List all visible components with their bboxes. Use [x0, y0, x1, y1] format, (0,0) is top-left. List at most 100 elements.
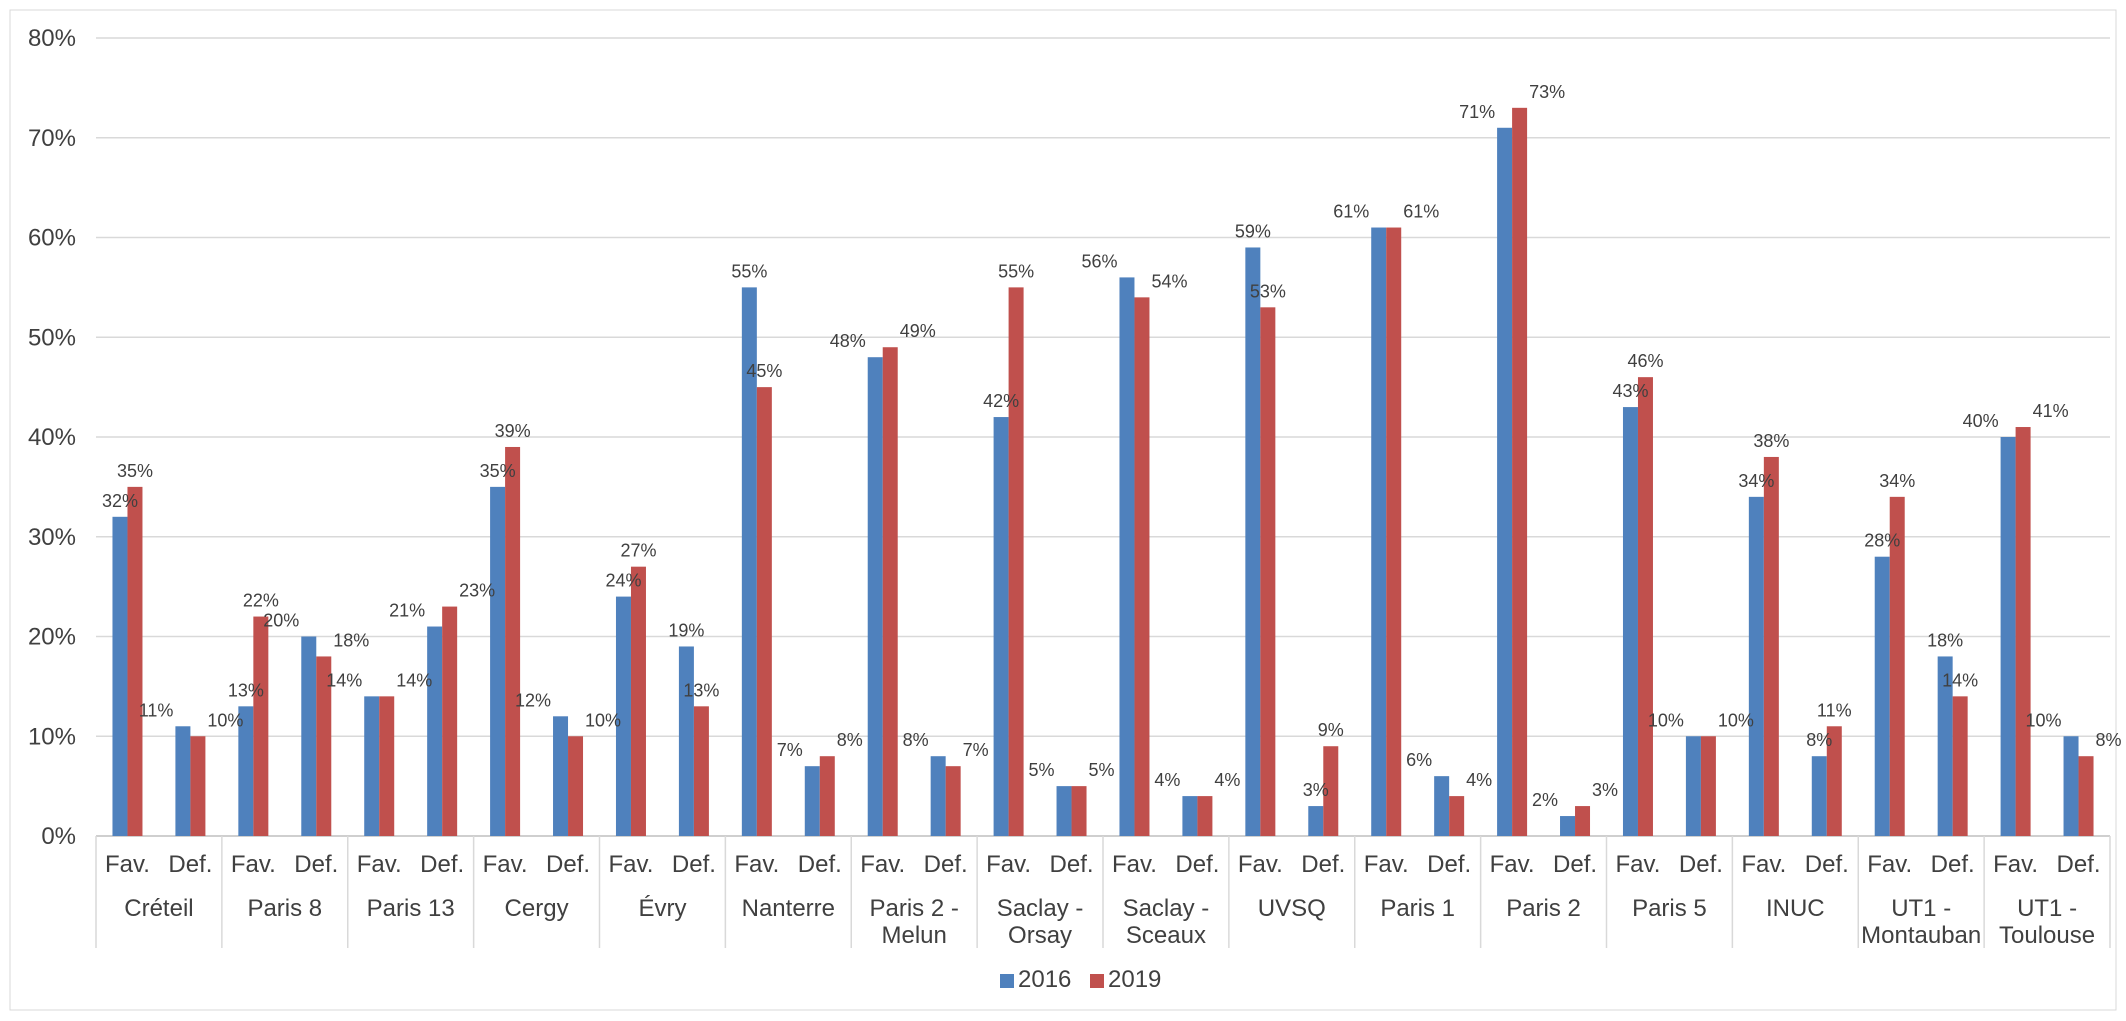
data-label-2019: 8% — [2096, 730, 2122, 750]
data-label-2016: 28% — [1864, 531, 1900, 551]
data-label-2016: 24% — [605, 571, 641, 591]
x-group-label: Paris 5 — [1632, 895, 1707, 922]
bar-2016 — [615, 596, 631, 836]
x-subcategory-label: Fav. — [483, 851, 528, 878]
x-subcategory-label: Fav. — [986, 851, 1031, 878]
data-label-2016: 13% — [228, 680, 264, 700]
x-subcategory-label: Fav. — [1867, 851, 1912, 878]
bar-2019 — [2078, 756, 2094, 836]
bar-2016 — [1371, 227, 1387, 836]
x-subcategory-label: Fav. — [1112, 851, 1157, 878]
x-subcategory-label: Fav. — [357, 851, 402, 878]
bar-2016 — [1308, 806, 1324, 836]
bar-2019 — [1952, 696, 1968, 836]
data-label-2016: 11% — [139, 700, 174, 720]
data-label-2016: 59% — [1235, 221, 1271, 241]
bar-2016 — [1937, 656, 1953, 836]
y-tick-label: 20% — [28, 624, 76, 651]
data-label-2019: 8% — [837, 730, 863, 750]
bar-2019 — [630, 566, 646, 836]
x-group-label-line: Saclay - — [1123, 895, 1210, 922]
data-label-2019: 46% — [1627, 351, 1663, 371]
bar-2019 — [693, 706, 709, 836]
data-label-2019: 45% — [746, 361, 782, 381]
x-subcategory-label: Def. — [420, 851, 464, 878]
data-label-2019: 73% — [1529, 82, 1565, 102]
x-subcategory-label: Def. — [1679, 851, 1723, 878]
y-tick-label: 30% — [28, 524, 76, 551]
x-group-label: Créteil — [124, 895, 193, 922]
bar-2019 — [1763, 456, 1779, 836]
x-group-label-line: Cergy — [505, 895, 569, 922]
bar-2019 — [1134, 297, 1150, 837]
bar-2016 — [1056, 786, 1072, 836]
bar-2019 — [505, 446, 521, 836]
x-group-label-line: Toulouse — [1999, 922, 2095, 949]
x-subcategory-label: Fav. — [1616, 851, 1661, 878]
bar-2019 — [379, 696, 395, 836]
x-axis: Fav. Def. Fav. Def. Fav. Def. Fav. Def. Fav. Def.… — [95, 836, 2111, 949]
data-label-2016: 20% — [263, 611, 299, 631]
x-subcategory-label: Def. — [924, 851, 968, 878]
x-group-label-line: UT1 - — [1891, 895, 1951, 922]
data-label-2016: 35% — [480, 461, 516, 481]
x-group-label: Saclay -Orsay — [997, 895, 1084, 949]
data-label-2016: 42% — [983, 391, 1019, 411]
bar-2019 — [1323, 746, 1339, 836]
data-label-2019: 35% — [117, 461, 153, 481]
data-label-2019: 7% — [963, 740, 989, 760]
x-subcategory-label: Fav. — [1741, 851, 1786, 878]
bar-2016 — [1119, 277, 1135, 836]
data-label-2019: 10% — [585, 710, 621, 730]
data-label-2016: 4% — [1154, 770, 1180, 790]
x-subcategory-label: Fav. — [1364, 851, 1409, 878]
x-subcategory-label: Fav. — [860, 851, 905, 878]
bar-2019 — [1071, 786, 1087, 836]
bar-2016 — [741, 287, 757, 836]
data-label-2016: 19% — [668, 620, 704, 640]
x-group-label-line: Melun — [882, 922, 947, 949]
x-subcategory-label: Def. — [1805, 851, 1849, 878]
x-group-label-line: Paris 1 — [1380, 895, 1455, 922]
data-label-2019: 22% — [243, 591, 279, 611]
bar-2016 — [2000, 437, 2016, 836]
bar-2019 — [1700, 736, 1716, 836]
data-label-2016: 48% — [830, 331, 866, 351]
data-label-2019: 41% — [2033, 401, 2069, 421]
data-label-2016: 71% — [1459, 102, 1495, 122]
x-subcategory-label: Def. — [2057, 851, 2101, 878]
bar-2019 — [1260, 307, 1276, 836]
x-subcategory-label: Fav. — [231, 851, 276, 878]
data-label-2019: 23% — [459, 581, 495, 601]
bar-2016 — [1245, 247, 1261, 837]
data-label-2016: 8% — [1806, 730, 1832, 750]
bar-2016 — [1622, 407, 1638, 836]
data-label-2016: 10% — [2026, 710, 2062, 730]
x-group-label-line: Créteil — [124, 895, 193, 922]
legend: 2016 2019 — [1000, 966, 1161, 993]
data-label-2016: 10% — [1648, 710, 1684, 730]
x-group-label: Paris 2 -Melun — [870, 895, 959, 949]
data-label-2019: 39% — [495, 421, 531, 441]
data-label-2016: 56% — [1081, 251, 1117, 271]
x-subcategory-label: Def. — [1427, 851, 1471, 878]
x-subcategory-label: Fav. — [1238, 851, 1283, 878]
y-tick-label: 40% — [28, 424, 76, 451]
x-group-label-line: Paris 8 — [247, 895, 322, 922]
x-group-label-line: UT1 - — [2017, 895, 2077, 922]
data-label-2016: 3% — [1303, 780, 1329, 800]
x-subcategory-label: Fav. — [105, 851, 150, 878]
bar-2016 — [364, 696, 380, 836]
x-group-label-line: Évry — [638, 895, 686, 922]
x-subcategory-label: Def. — [1553, 851, 1597, 878]
bar-2016 — [112, 516, 128, 836]
bar-2016 — [1560, 816, 1576, 836]
legend-swatch-2016 — [1000, 974, 1014, 988]
x-group-label-line: Saclay - — [997, 895, 1084, 922]
data-label-2019: 55% — [998, 261, 1034, 281]
x-subcategory-label: Def. — [168, 851, 212, 878]
x-group-label-line: Nanterre — [742, 895, 835, 922]
data-label-2016: 18% — [1927, 630, 1963, 650]
bar-2016 — [2063, 736, 2079, 836]
y-tick-label: 80% — [28, 25, 76, 52]
